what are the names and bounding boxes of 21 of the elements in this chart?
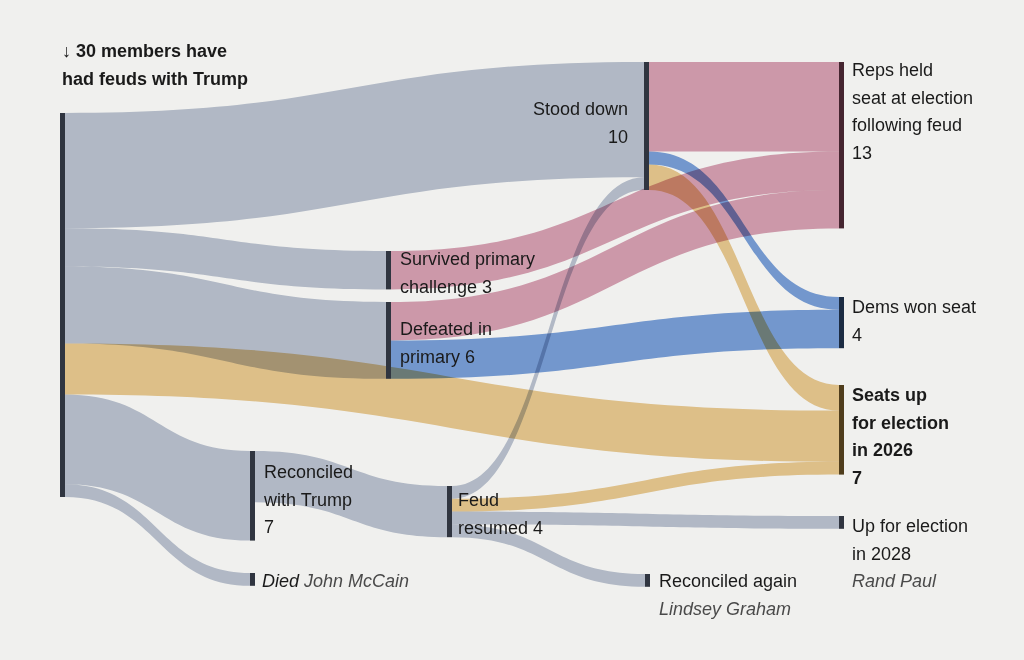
- data-label: 7: [264, 517, 275, 537]
- category-label: Seats up for election in 2026: [852, 385, 950, 460]
- data-label: 4: [533, 517, 544, 538]
- text: John McCain: [304, 571, 410, 591]
- category-label: Feud resumed: [458, 490, 529, 538]
- data-label: 13: [852, 142, 873, 163]
- category-label: Died: [262, 571, 301, 591]
- text: Lindsey Graham: [659, 598, 792, 619]
- data-label: 10: [607, 126, 628, 147]
- data-label: 7: [852, 467, 863, 488]
- category-label: ↓ 30 members have had feuds with Trump: [62, 41, 249, 89]
- category-label: Dems won seat: [852, 297, 977, 317]
- category-label: Reps held seat at election following feud: [852, 60, 974, 135]
- category-label: Stood down: [532, 99, 628, 119]
- category-label: Reconciled again: [659, 571, 798, 591]
- category-label: Up for election in 2028: [852, 516, 969, 564]
- category-label: Survived primary challenge 3: [400, 249, 536, 297]
- category-label: Reconciled with Trump: [263, 462, 354, 510]
- category-label: Defeated in primary 6: [400, 319, 493, 367]
- text: Rand Paul: [852, 571, 937, 591]
- data-label: 4: [852, 324, 863, 345]
